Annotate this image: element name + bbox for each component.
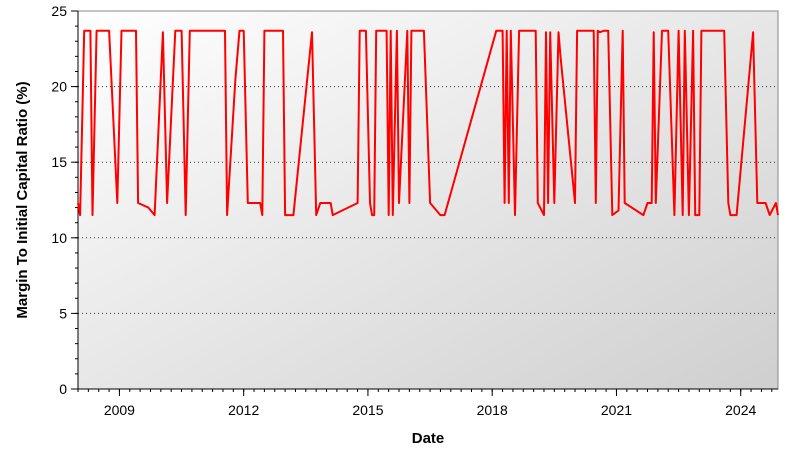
y-tick-label: 15 [51, 154, 67, 170]
y-tick-label: 10 [51, 230, 67, 246]
x-axis-label: Date [412, 430, 445, 447]
series-layer [77, 29, 779, 217]
y-axis: 0 5 10 15 20 25 [51, 3, 79, 397]
y-tick-label: 20 [51, 79, 67, 95]
x-tick-label: 2018 [477, 402, 508, 418]
gridlines [78, 86, 778, 314]
x-tick-label: 2021 [601, 402, 632, 418]
series-line [77, 29, 779, 217]
y-axis-label: Margin To Initial Capital Ratio (%) [14, 81, 31, 318]
x-tick-label: 2024 [725, 402, 756, 418]
x-tick-label: 2009 [104, 402, 135, 418]
y-tick-label: 5 [59, 305, 67, 321]
y-tick-label: 0 [59, 381, 67, 397]
x-tick-label: 2012 [228, 402, 259, 418]
x-axis: 2009 2012 2015 2018 2021 2024 [77, 388, 778, 418]
x-tick-label: 2015 [352, 402, 383, 418]
y-tick-label: 25 [51, 3, 67, 19]
